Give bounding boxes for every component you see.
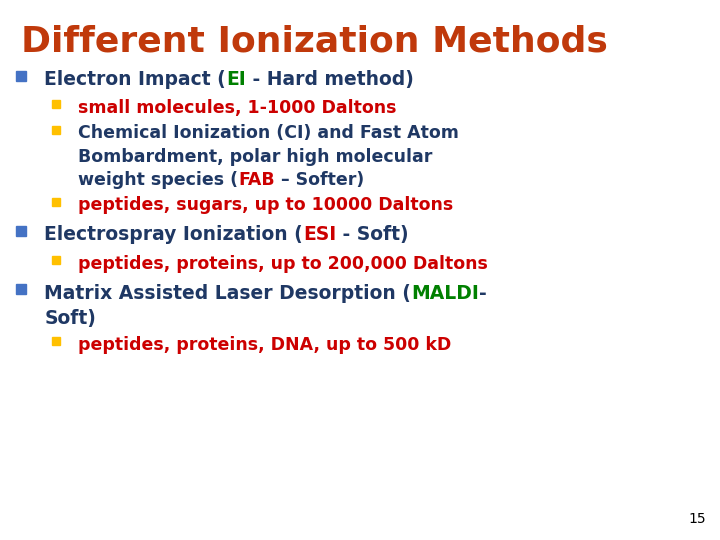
- Text: -: -: [480, 284, 487, 302]
- Text: FAB: FAB: [238, 171, 274, 189]
- Text: - Hard method): - Hard method): [246, 70, 414, 89]
- Text: MALDI: MALDI: [411, 284, 480, 302]
- Text: small molecules, 1-1000 Daltons: small molecules, 1-1000 Daltons: [78, 99, 396, 117]
- Text: Different Ionization Methods: Different Ionization Methods: [21, 25, 608, 59]
- Text: ESI: ESI: [303, 226, 336, 245]
- Text: Soft): Soft): [45, 309, 96, 328]
- Text: 15: 15: [688, 512, 706, 526]
- Text: peptides, sugars, up to 10000 Daltons: peptides, sugars, up to 10000 Daltons: [78, 197, 453, 214]
- Text: - Soft): - Soft): [336, 226, 409, 245]
- Text: Electron Impact (: Electron Impact (: [45, 70, 226, 89]
- Text: Electrospray Ionization (: Electrospray Ionization (: [45, 226, 303, 245]
- Text: Chemical Ionization (CI) and Fast Atom: Chemical Ionization (CI) and Fast Atom: [78, 124, 459, 143]
- Text: – Softer): – Softer): [274, 171, 364, 189]
- Text: peptides, proteins, up to 200,000 Daltons: peptides, proteins, up to 200,000 Dalton…: [78, 254, 487, 273]
- Text: EI: EI: [226, 70, 246, 89]
- Text: Matrix Assisted Laser Desorption (: Matrix Assisted Laser Desorption (: [45, 284, 411, 302]
- Text: weight species (: weight species (: [78, 171, 238, 189]
- Text: Bombardment, polar high molecular: Bombardment, polar high molecular: [78, 148, 432, 166]
- Text: peptides, proteins, DNA, up to 500 kD: peptides, proteins, DNA, up to 500 kD: [78, 336, 451, 354]
